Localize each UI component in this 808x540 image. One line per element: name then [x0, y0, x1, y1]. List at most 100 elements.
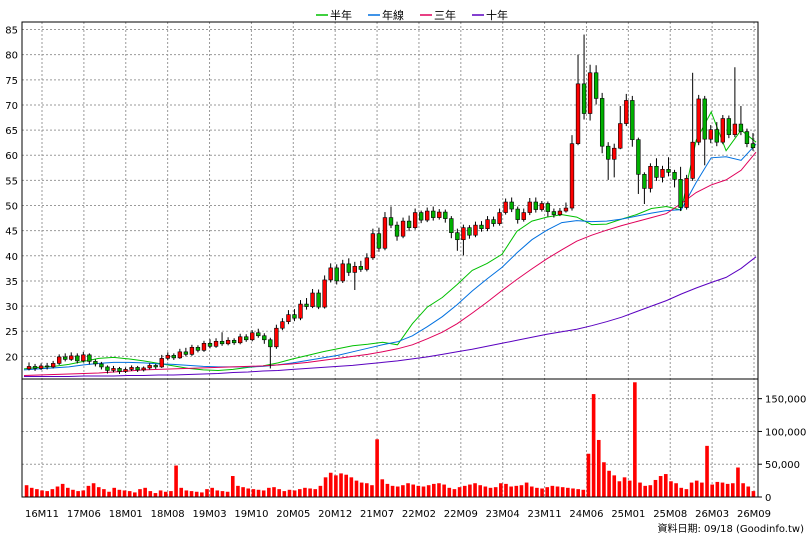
candle-body: [461, 227, 466, 241]
volume-bar: [169, 491, 173, 497]
time-tick-label: 16M11: [25, 509, 59, 520]
volume-bar: [45, 491, 50, 497]
candle-body: [141, 367, 146, 371]
volume-bar: [421, 486, 426, 497]
candle-body: [274, 327, 279, 348]
volume-bar: [519, 485, 524, 497]
candle-body: [93, 361, 98, 365]
volume-bar: [442, 484, 446, 497]
legend-label: 十年: [486, 8, 508, 22]
volume-bar: [380, 479, 385, 497]
price-tick-label: 70: [5, 101, 18, 112]
candle-body: [225, 339, 231, 345]
volume-bar: [297, 489, 302, 497]
volume-bar: [710, 484, 714, 497]
time-tick-label: 22M02: [402, 509, 436, 520]
volume-bar: [29, 487, 34, 497]
volume-bar: [653, 479, 658, 497]
candle-body: [105, 366, 110, 371]
volume-bar: [153, 493, 158, 497]
volume-bar: [189, 491, 194, 497]
candle-body: [364, 257, 370, 270]
candle-body: [563, 207, 569, 212]
candle-body: [425, 210, 430, 221]
legend: 半年 年線 三年 十年: [316, 8, 508, 22]
candle-body: [382, 217, 388, 249]
volume-bar: [581, 489, 586, 497]
volume-bar: [401, 485, 405, 497]
candle-body: [99, 363, 104, 368]
volume-bar: [60, 483, 65, 497]
time-tick-label: 23M11: [528, 509, 562, 520]
candle-body: [322, 279, 327, 308]
candle-body: [376, 233, 382, 249]
volume-bar: [627, 480, 632, 497]
volume-bar: [81, 490, 86, 497]
candle-body: [213, 340, 219, 347]
volume-bar: [344, 474, 348, 497]
candle-body: [726, 118, 732, 135]
price-axis-ticks: 20 25 30 35 40 45 50 55 60 65 70 75 80 85: [5, 26, 18, 364]
volume-bar: [35, 489, 39, 497]
volume-bar: [411, 484, 416, 497]
volume-bar: [272, 487, 276, 497]
volume-bar: [91, 483, 96, 497]
volume-bars: [24, 382, 756, 497]
candle-body: [201, 342, 207, 351]
candle-body: [268, 339, 273, 348]
volume-bar: [117, 489, 122, 497]
price-tick-label: 55: [5, 176, 18, 187]
volume-bar: [102, 489, 106, 497]
volume-bar: [354, 480, 359, 497]
volume-bar: [287, 489, 292, 497]
candle-body: [286, 314, 291, 322]
volume-bar: [292, 490, 297, 497]
candle-body: [292, 314, 297, 319]
volume-bar: [122, 490, 127, 497]
volume-bar: [535, 487, 539, 497]
price-tick-label: 40: [5, 252, 18, 263]
legend-label: 年線: [382, 8, 404, 22]
time-tick-label: 18M08: [151, 509, 185, 520]
volume-bar: [246, 488, 251, 497]
volume-bar: [328, 472, 333, 497]
candle-body: [732, 123, 738, 135]
volume-bar: [488, 487, 493, 497]
volume-bar: [158, 490, 163, 497]
time-tick-label: 18M01: [109, 509, 143, 520]
volume-bar: [638, 482, 642, 497]
candle-body: [310, 292, 315, 307]
candle-body: [69, 355, 74, 360]
volume-bar: [184, 490, 189, 497]
volume-bar: [540, 488, 544, 497]
candle-body: [159, 358, 164, 368]
volume-bar: [746, 486, 751, 497]
volume-bar: [473, 483, 477, 497]
volume-bar: [679, 487, 684, 497]
volume-bar: [514, 485, 519, 497]
volume-bar: [256, 489, 261, 497]
volume-bar: [71, 489, 75, 497]
volume-bar: [220, 491, 225, 497]
volume-bar: [138, 489, 142, 497]
volume-bar: [364, 483, 369, 497]
volume-bar: [529, 486, 534, 497]
volume-bar: [241, 487, 245, 497]
volume-axis-ticks: 0 50,000 100,000 150,000: [758, 395, 806, 504]
volume-bar: [602, 462, 606, 497]
candle-body: [189, 347, 195, 355]
volume-bar: [390, 485, 395, 497]
time-tick-label: 26M03: [695, 509, 729, 520]
candle-body: [449, 218, 454, 233]
time-tick-label: 26M09: [737, 509, 771, 520]
volume-bar: [236, 485, 240, 497]
time-axis-ticks: 16M11 17M06 18M01 18M08 19M03 19M10 20M05 20M12…: [25, 509, 771, 520]
candle-body: [455, 232, 460, 241]
price-tick-label: 45: [5, 227, 18, 238]
candle-body: [485, 219, 490, 229]
volume-bar: [426, 485, 431, 497]
volume-bar: [751, 491, 756, 497]
volume-bar: [174, 465, 178, 497]
time-tick-label: 25M08: [653, 509, 687, 520]
